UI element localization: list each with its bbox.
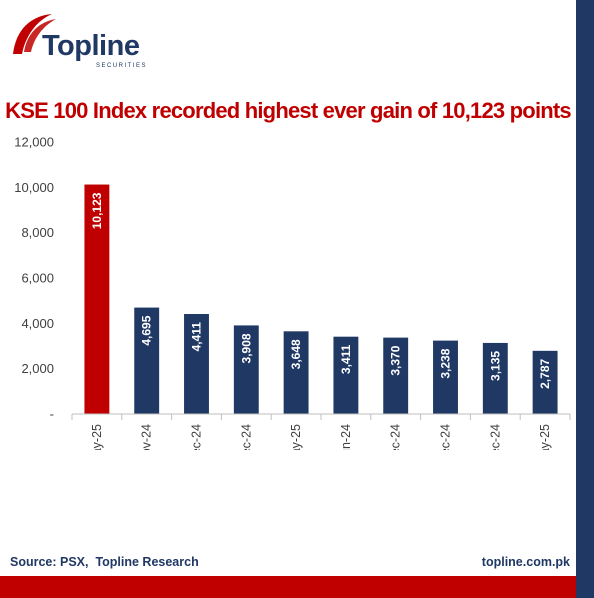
x-tick-label: 23-Dec-24 [190, 424, 204, 450]
x-tick-label: 20-Dec-24 [439, 424, 453, 450]
x-axis: 12-May-25 27-Nov-24 23-Dec-24 30-Dec-24 9-Ma… [71, 413, 571, 450]
bar-series: 10,123 4,695 4,411 3,908 3,648 3,411 3,370 3,23… [84, 184, 558, 414]
x-tick-label: 9-May-25 [289, 424, 303, 450]
chart-title: KSE 100 Index recorded highest ever gain… [5, 98, 572, 123]
x-tick-label: 30-Dec-24 [239, 424, 253, 450]
bar [84, 184, 110, 414]
x-tick-label: 5-Dec-24 [488, 424, 502, 450]
bar-value-label: 2,787 [538, 359, 552, 389]
logo-tagline: SECURITIES [96, 63, 148, 69]
y-tick-label: 2,000 [21, 361, 54, 376]
bar-value-label: 3,135 [488, 351, 502, 381]
bar-value-label: 10,123 [90, 192, 104, 229]
topline-logo: Topline SECURITIES [10, 10, 160, 72]
bar-value-label: 3,370 [389, 345, 403, 375]
bar [333, 336, 359, 414]
right-accent-stripe [576, 0, 594, 598]
bar [184, 314, 209, 414]
logo-swoosh-icon [13, 14, 56, 54]
y-tick-label: 12,000 [14, 135, 54, 150]
bar-value-label: 3,648 [289, 339, 303, 369]
source-note: Source: PSX, Topline Research [10, 555, 199, 569]
x-tick-label: 12-Dec-24 [389, 424, 403, 450]
bar-value-label: 4,695 [140, 315, 154, 345]
website-link[interactable]: topline.com.pk [481, 555, 570, 569]
bar-value-label: 3,411 [339, 344, 353, 374]
bar [532, 350, 558, 414]
bar [433, 340, 458, 414]
y-tick-label: 10,000 [14, 180, 54, 195]
y-tick-label: 4,000 [21, 316, 54, 331]
y-tick-label: 8,000 [21, 225, 54, 240]
x-tick-label: 13-Jun-24 [339, 424, 353, 450]
bar [233, 325, 259, 414]
y-axis: - 2,000 4,000 6,000 8,000 10,000 12,000 [14, 135, 54, 422]
bar [482, 342, 508, 414]
y-tick-label: - [50, 407, 54, 422]
x-tick-label: 12-May-25 [90, 424, 104, 450]
bar [134, 307, 160, 414]
bar-value-label: 3,238 [439, 348, 453, 378]
bar [283, 331, 309, 414]
bar-chart: - 2,000 4,000 6,000 8,000 10,000 12,000 10,123… [14, 135, 571, 450]
x-tick-label: 2-May-25 [538, 424, 552, 450]
x-tick-label: 27-Nov-24 [140, 424, 154, 450]
bottom-accent-band [0, 576, 576, 598]
bar-value-label: 4,411 [190, 322, 204, 352]
logo-wordmark: Topline [42, 30, 140, 62]
bar [383, 337, 409, 414]
bar-value-label: 3,908 [239, 333, 253, 363]
y-tick-label: 6,000 [21, 271, 54, 286]
